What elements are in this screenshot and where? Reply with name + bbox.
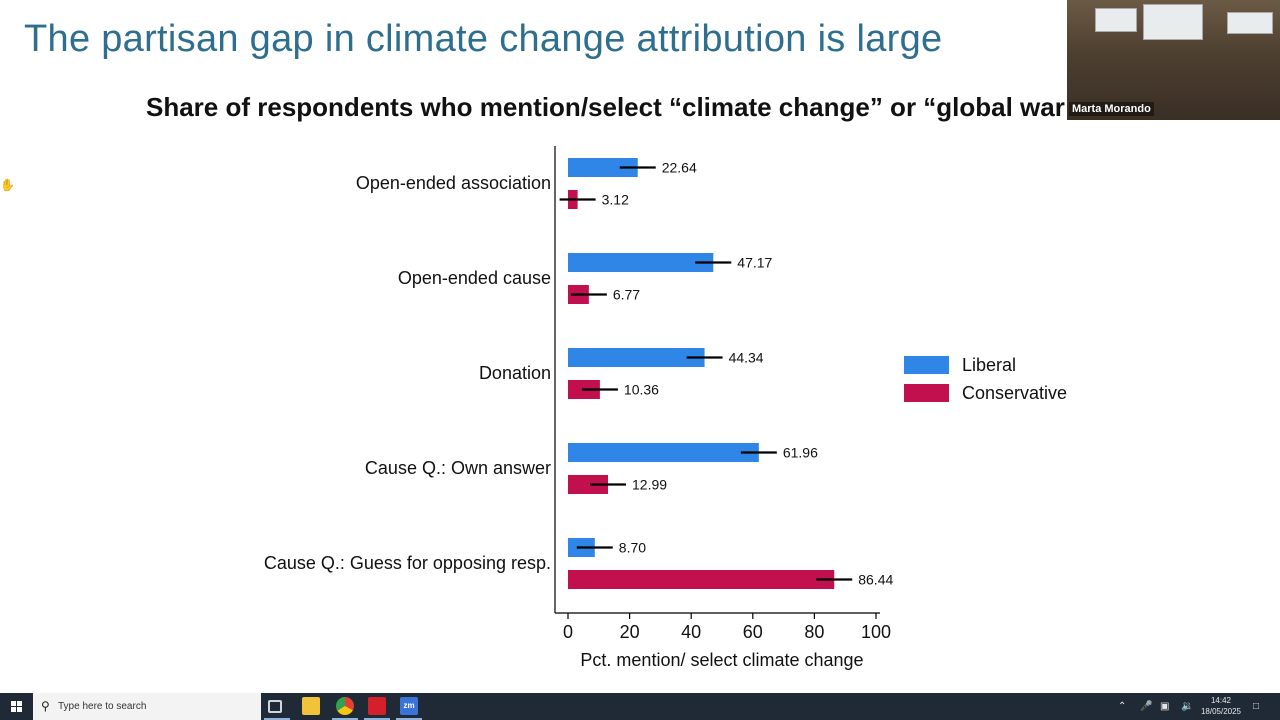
category-label: Open-ended association [356,173,551,193]
x-tick-label: 80 [804,622,824,642]
room-screen-right [1227,12,1273,34]
data-label: 3.12 [602,192,629,208]
search-icon: ⚲ [41,699,50,713]
x-tick-label: 100 [861,622,891,642]
data-label: 8.70 [619,540,646,556]
bar-liberal [568,158,638,177]
clock-date: 18/05/2025 [1200,707,1242,716]
category-label: Cause Q.: Own answer [365,458,551,478]
bar-conservative [568,475,609,494]
search-placeholder: Type here to search [58,701,147,712]
bar-liberal [568,253,714,272]
slide-title: The partisan gap in climate change attri… [24,18,943,60]
participant-name: Marta Morando [1069,102,1154,116]
active-indicator [264,718,290,720]
data-label: 10.36 [624,382,659,398]
slide: The partisan gap in climate change attri… [0,18,1068,670]
chrome-icon[interactable] [336,697,354,715]
data-label: 86.44 [858,572,893,588]
zoom-icon[interactable]: zm [400,697,418,715]
taskbar-clock[interactable]: 14:42 18/05/2025 [1198,695,1244,717]
active-indicator-chrome [332,718,358,720]
data-label: 61.96 [783,445,818,461]
x-tick-label: 40 [681,622,701,642]
clock-time: 14:42 [1210,696,1232,705]
x-tick-label: 20 [620,622,640,642]
room-screen-left [1095,8,1137,32]
bar-liberal [568,443,759,462]
x-tick-label: 0 [563,622,573,642]
data-label: 44.34 [729,350,764,366]
data-label: 47.17 [737,255,772,271]
taskbar: ⚲ Type here to search zm ⌃ 🎤 ▣ 🔉 14:42 1… [0,693,1280,720]
bar-liberal [568,348,705,367]
legend-label: Conservative [962,383,1067,403]
bar-chart: Open-ended association 22.64 3.12 Open-ende… [264,146,1067,670]
microphone-icon[interactable]: 🎤 [1140,701,1153,712]
task-view-icon[interactable] [268,700,282,713]
notifications-icon[interactable]: □ [1253,701,1260,712]
participant-video[interactable]: Marta Morando [1067,0,1280,120]
bar-conservative [568,570,835,589]
data-label: 6.77 [613,287,640,303]
category-label: Donation [479,363,551,383]
category-label: Cause Q.: Guess for opposing resp. [264,553,551,573]
chart-title: Share of respondents who mention/select … [146,92,1065,122]
windows-start-icon[interactable] [0,693,32,720]
legend-swatch-liberal [904,356,949,374]
file-explorer-icon[interactable] [302,697,320,715]
active-indicator-zoom [396,718,422,720]
x-tick-label: 60 [743,622,763,642]
show-hidden-icons-icon[interactable]: ⌃ [1118,701,1127,712]
legend-label: Liberal [962,355,1016,375]
network-icon[interactable]: ▣ [1160,701,1170,712]
legend-swatch-conservative [904,384,949,402]
acrobat-icon[interactable] [368,697,386,715]
category-label: Open-ended cause [398,268,551,288]
active-indicator-acrobat [364,718,390,720]
zoom-label: zm [403,701,415,710]
room-screen-center [1143,4,1203,40]
data-label: 12.99 [632,477,667,493]
volume-icon[interactable]: 🔉 [1181,701,1194,712]
data-label: 22.64 [662,160,697,176]
hand-cursor-icon: ✋ [0,178,15,192]
x-axis-label: Pct. mention/ select climate change [580,650,863,670]
taskbar-search-input[interactable]: ⚲ Type here to search [33,693,261,720]
